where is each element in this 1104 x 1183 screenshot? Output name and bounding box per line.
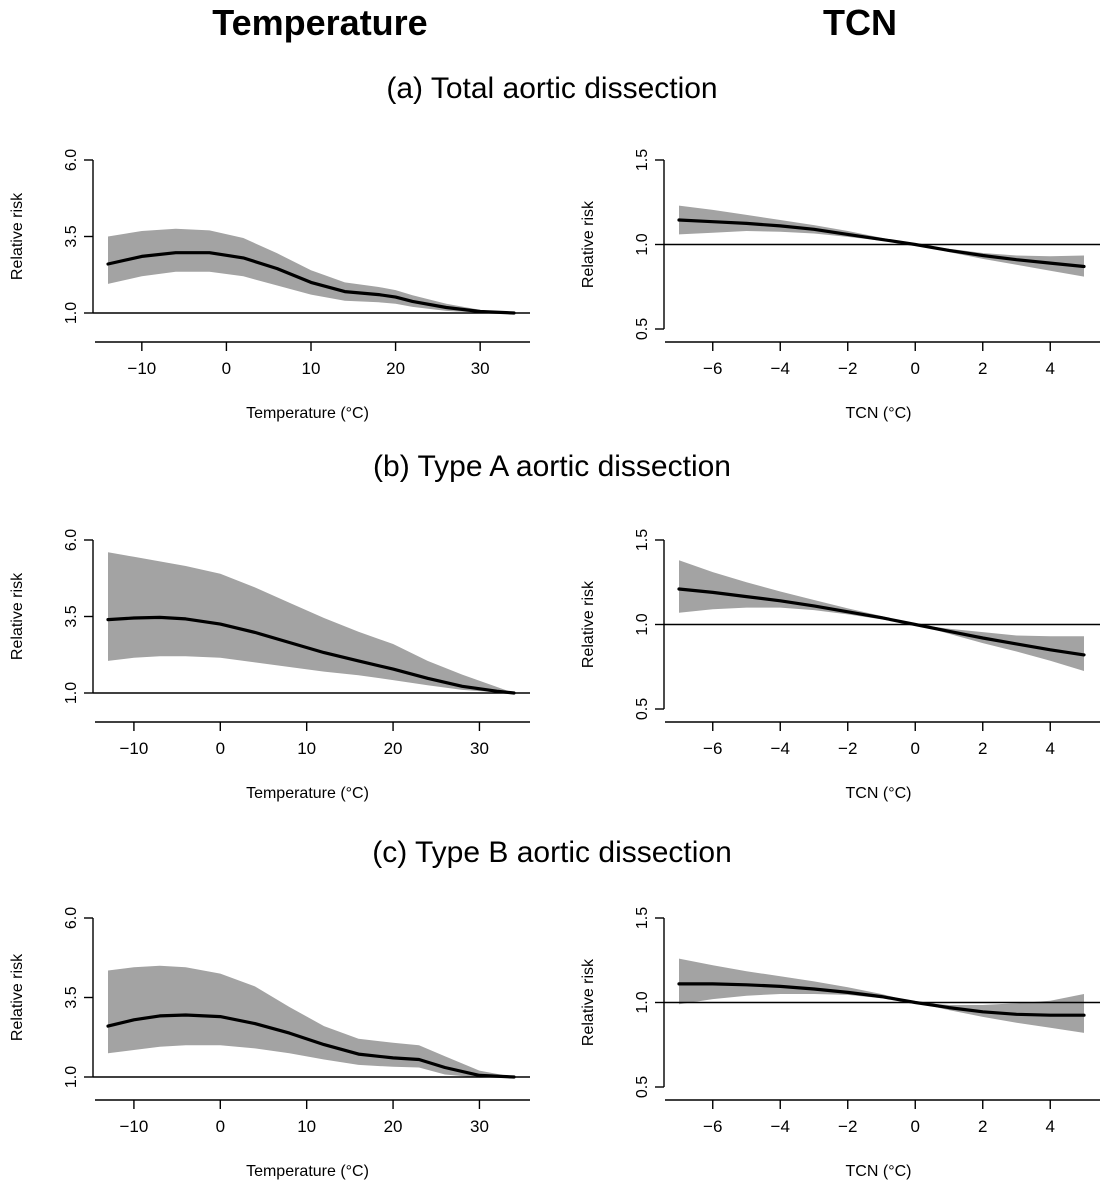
x-tick-label: 20: [384, 739, 403, 758]
y-tick-label: 1.0: [63, 682, 80, 704]
y-tick-label: 6.0: [63, 149, 80, 171]
y-axis-label: Relative risk: [580, 958, 597, 1046]
x-tick-label: −2: [838, 739, 857, 758]
confidence-band: [108, 965, 514, 1078]
row-title-a: (a) Total aortic dissection: [386, 72, 718, 105]
x-tick-label: −4: [771, 1117, 790, 1136]
x-tick-label: 2: [978, 1117, 987, 1136]
x-tick-label: 20: [386, 359, 405, 378]
x-tick-label: −10: [127, 359, 156, 378]
x-tick-label: 2: [978, 739, 987, 758]
x-tick-label: 30: [471, 359, 490, 378]
row-title-b: (b) Type A aortic dissection: [373, 450, 731, 483]
y-tick-label: 3.5: [63, 986, 80, 1008]
x-tick-label: 20: [384, 1117, 403, 1136]
chart-b-tcn: 0.5 1.0 1.5 Relative risk −6 −4 −2 0 2 4 TCN (°C): [580, 529, 1100, 802]
x-axis-label: Temperature (°C): [246, 405, 369, 422]
x-tick-label: 0: [911, 359, 920, 378]
fitted-curve: [106, 1013, 516, 1079]
x-tick-label: −4: [771, 739, 790, 758]
x-tick-label: −4: [771, 359, 790, 378]
fitted-curve: [106, 251, 516, 315]
column-title-temperature: Temperature: [212, 2, 428, 43]
chart-c-temperature: 1.0 3.5 6.0 Relative risk −10 0 10 20 30 Temperat…: [9, 907, 530, 1180]
x-tick-label: 30: [470, 739, 489, 758]
x-tick-label: 4: [1046, 1117, 1055, 1136]
y-tick-label: 3.5: [63, 605, 80, 627]
y-tick-label: 1.0: [63, 1066, 80, 1088]
y-tick-label: 3.5: [63, 225, 80, 247]
fitted-curve: [677, 587, 1086, 657]
x-tick-label: 0: [222, 359, 231, 378]
y-tick-label: 1.5: [634, 907, 651, 929]
x-tick-label: −6: [703, 739, 722, 758]
y-axis-label: Relative risk: [9, 192, 26, 280]
confidence-band: [108, 552, 514, 693]
y-tick-label: 0.5: [634, 318, 651, 340]
row-title-c: (c) Type B aortic dissection: [372, 836, 732, 869]
fitted-curve: [106, 615, 516, 695]
y-tick-label: 1.5: [634, 529, 651, 551]
x-axis-label: TCN (°C): [846, 405, 912, 422]
x-axis-label: Temperature (°C): [246, 785, 369, 802]
y-axis-label: Relative risk: [9, 953, 26, 1041]
x-axis-label: TCN (°C): [846, 785, 912, 802]
x-tick-label: 0: [216, 1117, 225, 1136]
confidence-band: [679, 560, 1084, 671]
y-tick-label: 1.0: [634, 613, 651, 635]
y-axis-label: Relative risk: [9, 572, 26, 660]
x-tick-label: 30: [470, 1117, 489, 1136]
fitted-curve: [677, 982, 1086, 1017]
y-axis-label: Relative risk: [580, 200, 597, 288]
x-tick-label: −2: [838, 1117, 857, 1136]
x-tick-label: 10: [297, 739, 316, 758]
x-axis-label: TCN (°C): [846, 1163, 912, 1180]
x-tick-label: 10: [302, 359, 321, 378]
x-axis-label: Temperature (°C): [246, 1163, 369, 1180]
x-tick-label: −6: [703, 359, 722, 378]
chart-a-temperature: 1.0 3.5 6.0 Relative risk −10 0 10 20 30 Temperat…: [9, 149, 530, 422]
y-tick-label: 1.0: [63, 302, 80, 324]
x-tick-label: 10: [297, 1117, 316, 1136]
x-tick-label: 0: [216, 739, 225, 758]
x-tick-label: −2: [838, 359, 857, 378]
y-tick-label: 0.5: [634, 1076, 651, 1098]
chart-a-tcn: 0.5 1.0 1.5 Relative risk −6 −4 −2 0 2 4 TCN (°C): [580, 149, 1100, 422]
x-tick-label: 0: [911, 1117, 920, 1136]
chart-b-temperature: 1.0 3.5 6.0 Relative risk −10 0 10 20 30 Temperat…: [9, 529, 530, 802]
y-tick-label: 1.0: [634, 991, 651, 1013]
x-tick-label: 4: [1046, 739, 1055, 758]
x-tick-label: −10: [119, 1117, 148, 1136]
confidence-band: [679, 205, 1084, 277]
x-tick-label: −6: [703, 1117, 722, 1136]
x-tick-label: 0: [911, 739, 920, 758]
x-tick-label: 4: [1046, 359, 1055, 378]
y-tick-label: 1.0: [634, 233, 651, 255]
y-tick-label: 6.0: [63, 529, 80, 551]
y-tick-label: 6.0: [63, 907, 80, 929]
y-tick-label: 0.5: [634, 698, 651, 720]
y-tick-label: 1.5: [634, 149, 651, 171]
x-tick-label: 2: [978, 359, 987, 378]
fitted-curve: [677, 218, 1086, 269]
chart-c-tcn: 0.5 1.0 1.5 Relative risk −6 −4 −2 0 2 4 TCN (°C): [580, 907, 1100, 1180]
confidence-band: [108, 228, 514, 313]
x-tick-label: −10: [119, 739, 148, 758]
y-axis-label: Relative risk: [580, 580, 597, 668]
column-title-tcn: TCN: [823, 2, 897, 43]
